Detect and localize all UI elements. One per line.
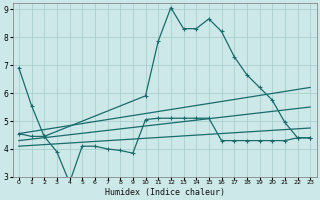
X-axis label: Humidex (Indice chaleur): Humidex (Indice chaleur)	[105, 188, 225, 197]
